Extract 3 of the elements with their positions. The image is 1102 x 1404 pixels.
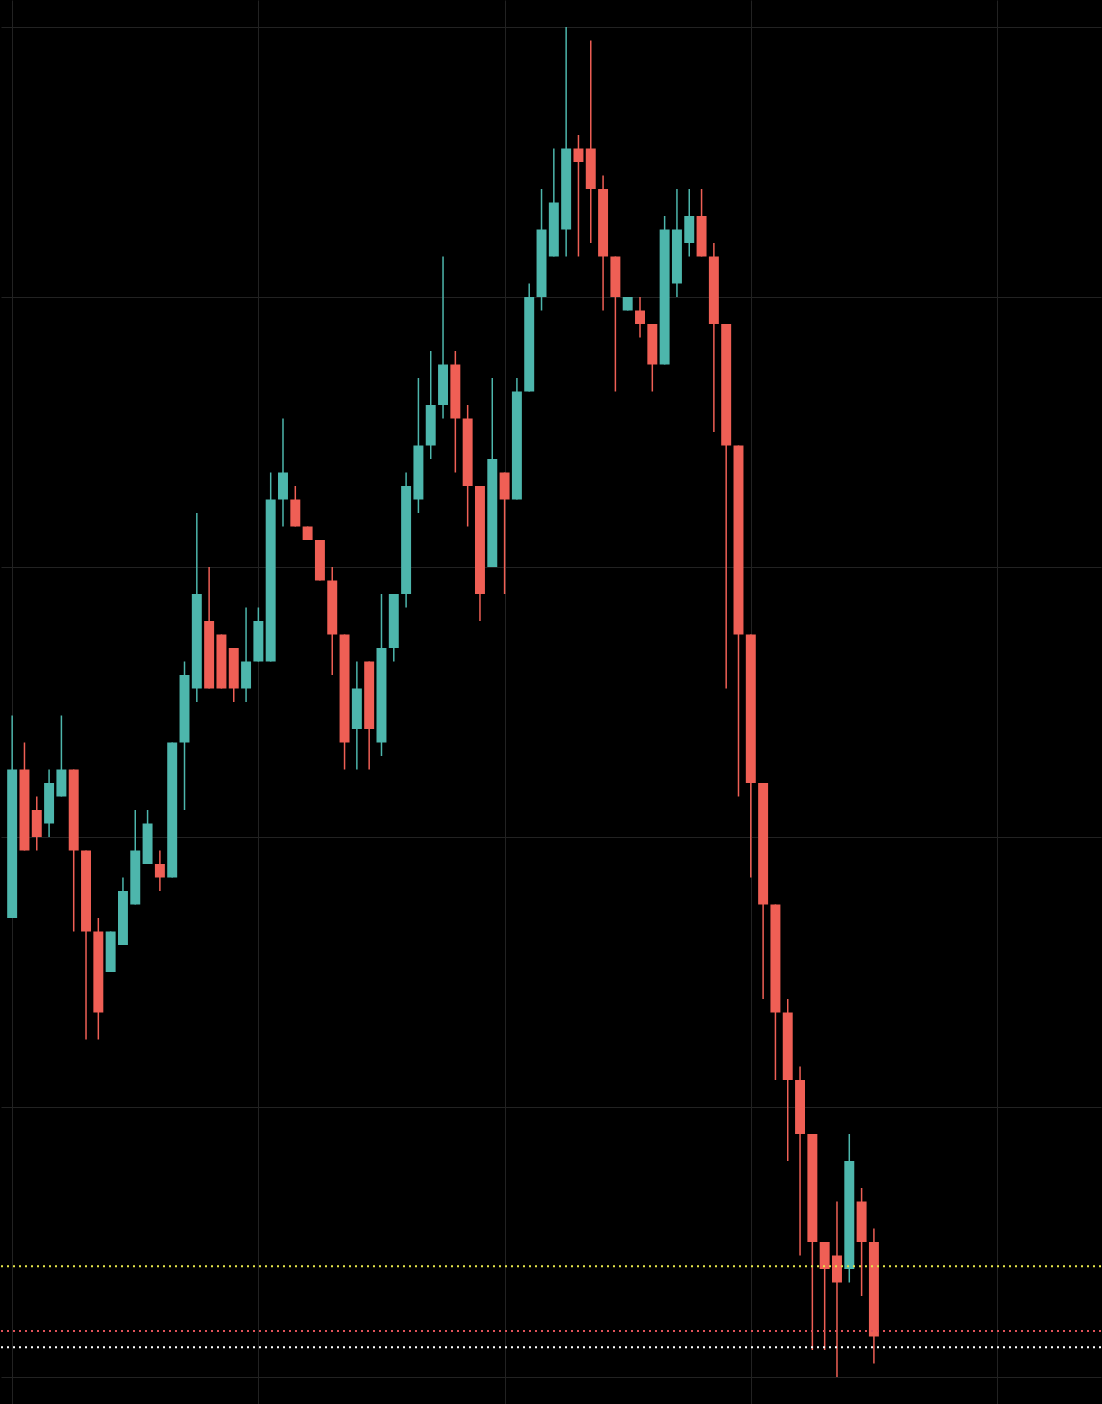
candlestick xyxy=(154,849,165,892)
candlestick xyxy=(573,134,584,258)
candlestick xyxy=(635,296,645,339)
